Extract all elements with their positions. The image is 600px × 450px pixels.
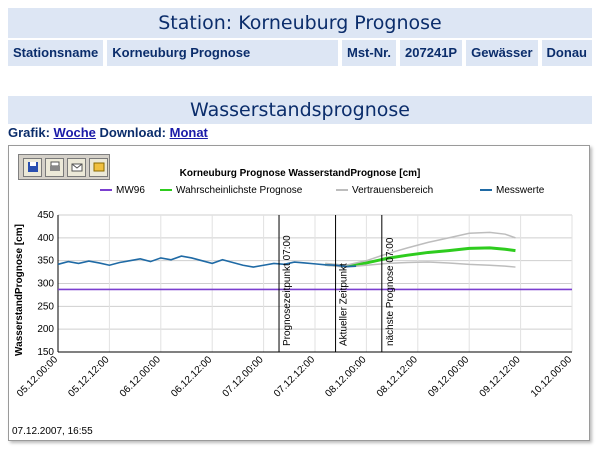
download-label: Download:: [99, 125, 166, 140]
series-line-vertrauensbereich-upper: [325, 231, 516, 266]
annotation-label: nächste Prognose 07:00: [385, 237, 396, 346]
y-tick-label: 200: [37, 324, 54, 335]
y-tick-label: 400: [37, 233, 54, 244]
download-monat-link[interactable]: Monat: [169, 125, 208, 140]
chart-toolbar: [18, 154, 110, 180]
chart-frame: [8, 145, 590, 441]
y-tick-label: 350: [37, 256, 54, 267]
y-tick-label: 300: [37, 279, 54, 290]
series-line-wahrscheinlichste-prognose: [325, 246, 516, 268]
station-title: Station: Korneuburg Prognose: [8, 8, 592, 38]
y-tick-label: 450: [37, 210, 54, 221]
field-value-gewaesser: Donau: [541, 40, 592, 66]
x-tick-label: 09.12.00:00: [426, 354, 471, 399]
x-tick-label: 06.12.12:00: [169, 354, 214, 399]
chart-title: Korneuburg Prognose WasserstandPrognose …: [180, 168, 421, 179]
save-icon[interactable]: [23, 157, 42, 177]
x-tick-label: 07.12.00:00: [221, 354, 266, 399]
field-label-stationsname: Stationsname: [8, 40, 104, 66]
y-tick-label: 250: [37, 301, 54, 312]
legend-label: MW96: [116, 185, 145, 196]
x-tick-label: 09.12.12:00: [478, 354, 523, 399]
field-label-mst-nr: Mst-Nr.: [341, 40, 397, 66]
x-tick-label: 08.12.12:00: [375, 354, 420, 399]
station-info-row: Stationsname Korneuburg Prognose Mst-Nr.…: [8, 40, 592, 66]
legend-label: Wahrscheinlichste Prognose: [176, 185, 303, 196]
grafik-download-line: Grafik: Woche Download: Monat: [8, 125, 208, 140]
x-tick-label: 08.12.00:00: [323, 354, 368, 399]
legend-label: Vertrauensbereich: [352, 185, 433, 196]
field-value-stationsname: Korneuburg Prognose: [107, 40, 338, 66]
forecast-title: Wasserstandsprognose: [8, 96, 592, 124]
timestamp: 07.12.2007, 16:55: [12, 426, 93, 437]
legend-label: Messwerte: [496, 185, 545, 196]
print-icon[interactable]: [45, 157, 64, 177]
series-line-vertrauensbereich-lower: [325, 261, 516, 268]
field-label-gewaesser: Gewässer: [466, 40, 538, 66]
grafik-woche-link[interactable]: Woche: [53, 125, 96, 140]
series-line-messwerte: [57, 255, 357, 268]
x-tick-label: 10.12.00:00: [529, 354, 574, 399]
y-axis-label: WasserstandPrognose [cm]: [14, 224, 25, 356]
export-icon[interactable]: [89, 157, 108, 177]
email-icon[interactable]: [67, 157, 86, 177]
y-tick-label: 150: [37, 347, 54, 358]
grafik-label: Grafik:: [8, 125, 50, 140]
x-tick-label: 06.12.00:00: [118, 354, 163, 399]
annotation-label: Aktueller Zeitpunkt: [339, 263, 350, 346]
x-tick-label: 07.12.12:00: [272, 354, 317, 399]
x-tick-label: 05.12.12:00: [66, 354, 111, 399]
x-tick-label: 05.12.00:00: [15, 354, 60, 399]
field-value-mst-nr: 207241P: [400, 40, 463, 66]
annotation-label: Prognosezeitpunkt 07:00: [282, 235, 293, 346]
